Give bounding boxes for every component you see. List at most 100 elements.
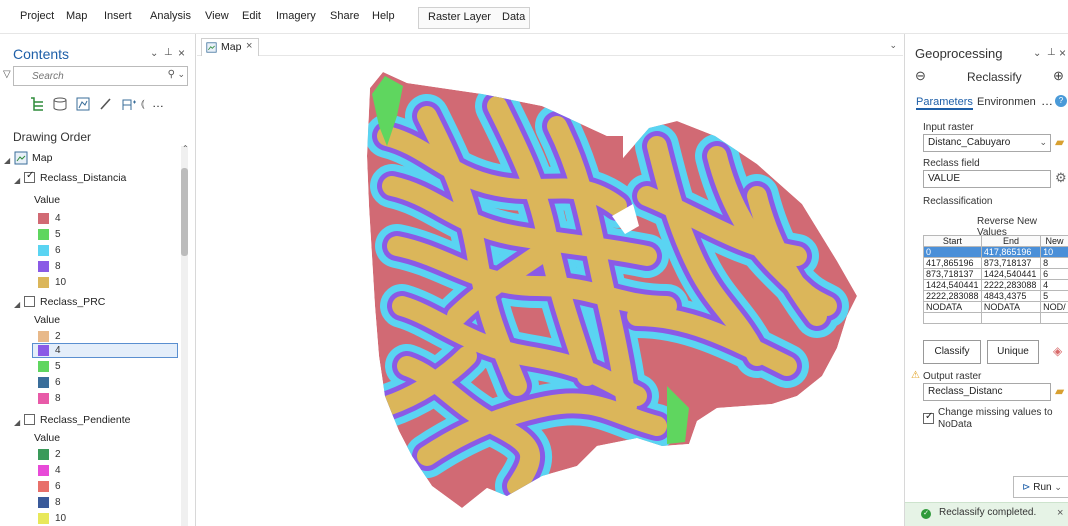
table-row[interactable]: 2222,283088 4843,4375 5 — [923, 290, 1068, 302]
table-cell[interactable]: 5 — [1040, 290, 1068, 302]
expand-arrow-icon[interactable]: ◢ — [4, 156, 11, 165]
expand-arrow-icon[interactable]: ◢ — [14, 176, 21, 185]
table-row[interactable] — [923, 312, 1068, 324]
tab-map[interactable]: Map × — [201, 38, 259, 56]
green-zone — [667, 386, 689, 444]
chevron-down-icon[interactable]: ⌄ — [1039, 137, 1047, 147]
tab-raster-layer[interactable]: Raster Layer — [428, 11, 491, 23]
pin-icon[interactable]: ⊥ — [1047, 47, 1056, 58]
menu-insert[interactable]: Insert — [104, 10, 132, 22]
table-row[interactable]: 1424,540441 2222,283088 4 — [923, 279, 1068, 291]
layer-visibility-checkbox[interactable] — [24, 296, 35, 307]
list-by-labeling-icon[interactable]: ⦅ — [141, 98, 145, 110]
menu-edit[interactable]: Edit — [242, 10, 261, 22]
filter-icon[interactable]: ▽ — [3, 69, 11, 80]
table-cell[interactable]: 873,718137 — [923, 268, 982, 280]
scroll-thumb[interactable] — [181, 168, 188, 256]
list-by-selection-icon[interactable] — [75, 96, 91, 112]
reclass-field-input[interactable]: VALUE — [923, 170, 1051, 188]
back-icon[interactable]: ⊖ — [915, 68, 926, 83]
gear-icon[interactable]: ⚙ — [1055, 170, 1067, 185]
table-cell[interactable] — [1040, 312, 1068, 324]
search-options-icon[interactable]: ⌄ — [177, 69, 185, 79]
table-row[interactable]: 417,865196 873,718137 8 — [923, 257, 1068, 269]
table-cell[interactable]: 8 — [1040, 257, 1068, 269]
more-options-icon[interactable]: … — [152, 96, 164, 110]
close-icon[interactable]: × — [178, 46, 186, 60]
close-icon[interactable]: × — [1059, 46, 1067, 60]
eraser-icon[interactable]: ◈ — [1053, 344, 1063, 358]
table-cell[interactable] — [980, 312, 1042, 324]
unique-button[interactable]: Unique — [987, 340, 1039, 364]
output-raster-field[interactable]: Reclass_Distanc — [923, 383, 1051, 401]
close-icon[interactable]: × — [246, 40, 253, 52]
pin-icon[interactable]: ⊥ — [164, 47, 173, 58]
table-cell[interactable]: 417,865196 — [980, 246, 1042, 258]
table-cell[interactable]: 4 — [1040, 279, 1068, 291]
table-cell[interactable]: 6 — [1040, 268, 1068, 280]
chevron-down-icon[interactable]: ⌄ — [150, 48, 159, 59]
list-by-source-icon[interactable] — [52, 96, 68, 112]
folder-icon[interactable]: ▰ — [1055, 135, 1065, 149]
reclassification-table[interactable]: Start End New 0 417,865196 10 417,865196 87… — [923, 235, 1068, 324]
table-cell[interactable]: 1424,540441 — [923, 279, 982, 291]
chevron-down-icon[interactable]: ⌄ — [1054, 482, 1062, 492]
table-cell[interactable] — [923, 312, 982, 324]
close-icon[interactable]: × — [1057, 507, 1064, 519]
contents-scrollbar[interactable] — [181, 146, 188, 526]
menu-imagery[interactable]: Imagery — [276, 10, 316, 22]
table-cell[interactable]: 4843,4375 — [980, 290, 1042, 302]
menu-view[interactable]: View — [205, 10, 229, 22]
classify-button[interactable]: Classify — [923, 340, 981, 364]
layer-name-reclass-pendiente[interactable]: Reclass_Pendiente — [40, 414, 131, 426]
table-cell[interactable]: NODATA — [923, 301, 982, 313]
tab-environments[interactable]: Environmen — [977, 96, 1036, 108]
chevron-down-icon[interactable]: ⌄ — [1033, 48, 1042, 59]
table-cell[interactable]: 1424,540441 — [980, 268, 1042, 280]
change-missing-checkbox[interactable]: ✓ — [923, 411, 934, 424]
scroll-up-icon[interactable]: ⌃ — [182, 144, 189, 153]
layer-visibility-checkbox[interactable] — [24, 414, 35, 425]
map-node-label[interactable]: Map — [32, 152, 53, 164]
expand-arrow-icon[interactable]: ◢ — [14, 300, 21, 309]
search-icon[interactable]: ⚲ — [167, 69, 175, 80]
layer-visibility-checkbox[interactable]: ✓ — [24, 170, 35, 183]
chevron-down-icon[interactable]: ⌄ — [889, 40, 897, 50]
menu-map[interactable]: Map — [66, 10, 88, 22]
tab-data[interactable]: Data — [502, 11, 526, 23]
table-row[interactable]: 873,718137 1424,540441 6 — [923, 268, 1068, 280]
help-icon[interactable]: ? — [1055, 95, 1067, 107]
reverse-new-values-button[interactable]: Reverse New Values — [977, 216, 1038, 238]
search-box[interactable]: ▽ ⚲ ⌄ — [3, 66, 188, 86]
tab-parameters[interactable]: Parameters — [916, 96, 973, 110]
table-cell[interactable]: 2222,283088 — [923, 290, 982, 302]
selected-legend-row[interactable] — [32, 343, 178, 358]
table-row[interactable]: NODATA NODATA NOD/ — [923, 301, 1068, 313]
menu-project[interactable]: Project — [20, 10, 55, 22]
list-by-drawing-order-icon[interactable] — [29, 96, 45, 112]
table-cell[interactable]: 873,718137 — [980, 257, 1042, 269]
reclass-raster-map[interactable] — [197, 56, 903, 526]
table-cell[interactable]: 417,865196 — [923, 257, 982, 269]
more-options-icon[interactable]: … — [1041, 94, 1053, 108]
table-row[interactable]: 0 417,865196 10 — [923, 246, 1068, 258]
run-button[interactable]: ⊳ Run ⌄ — [1013, 476, 1068, 498]
list-by-snapping-icon[interactable] — [121, 96, 137, 112]
table-cell[interactable]: 10 — [1040, 246, 1068, 258]
menu-analysis[interactable]: Analysis — [150, 10, 191, 22]
add-icon[interactable]: ⊕ — [1053, 68, 1064, 83]
menu-share[interactable]: Share — [330, 10, 360, 22]
expand-arrow-icon[interactable]: ◢ — [14, 418, 21, 427]
search-input[interactable] — [32, 68, 162, 84]
table-cell[interactable]: NODATA — [980, 301, 1042, 313]
table-cell[interactable]: 0 — [923, 246, 982, 258]
input-raster-field[interactable]: Distanc_Cabuyaro ⌄ — [923, 134, 1051, 152]
table-cell[interactable]: NOD/ — [1040, 301, 1068, 313]
layer-name-reclass-prc[interactable]: Reclass_PRC — [40, 296, 106, 308]
folder-icon[interactable]: ▰ — [1055, 384, 1065, 398]
layer-name-reclass-distancia[interactable]: Reclass_Distancia — [40, 172, 127, 184]
map-view[interactable] — [197, 56, 903, 526]
table-cell[interactable]: 2222,283088 — [980, 279, 1042, 291]
list-by-editing-icon[interactable] — [98, 96, 114, 112]
menu-help[interactable]: Help — [372, 10, 395, 22]
